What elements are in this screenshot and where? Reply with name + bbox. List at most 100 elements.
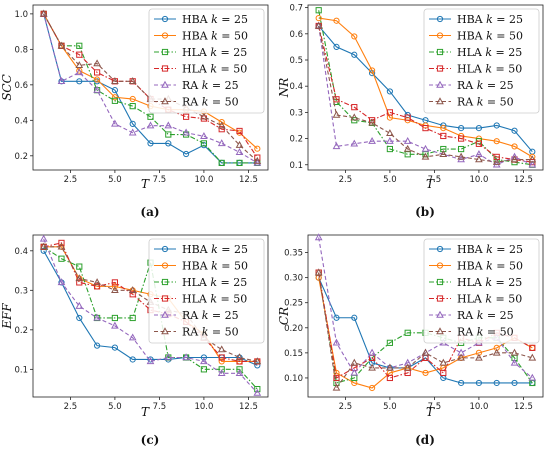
x-tick-label: 10.0 [469,175,488,185]
legend-label: RA k = 50 [457,96,514,109]
legend-value: = 25 [493,13,523,26]
y-tick-label: 0.6 [289,30,303,40]
legend-label: HLA k = 50 [457,293,522,306]
data-point [237,149,243,154]
data-point [77,264,82,269]
legend-label: RA k = 25 [457,309,514,322]
data-point [459,146,464,151]
y-axis-label: SCC [0,74,14,101]
legend-label: HBA k = 25 [457,13,523,26]
panel-b: 2.5 5.0 7.5 10.0 12.5 0.1 0.2 0.3 0.4 0.5 0.6 0.7 T N… [277,4,543,219]
legend-method: HLA [457,293,485,306]
x-tick-label: 12.5 [514,175,533,185]
legend-value: = 50 [217,63,247,76]
legend-method: HBA [182,30,211,43]
legend-label: HLA k = 25 [457,276,522,289]
legend-value: = 50 [483,96,513,109]
x-tick-label: 7.5 [153,402,167,412]
data-point [201,133,207,138]
legend-value: = 50 [218,260,248,273]
legend-method: HLA [457,46,485,59]
y-axis-label: EFF [0,303,14,330]
y-tick-label: 1.0 [14,10,28,20]
panel-label: (a) [140,205,159,219]
x-tick-label: 5.0 [383,175,397,185]
y-tick-label: 0.1 [14,365,28,375]
x-axis-label: T [426,177,435,191]
legend-method: HLA [457,63,485,76]
legend-label: HBA k = 50 [182,260,248,273]
data-point [219,140,225,145]
legend-value: = 25 [218,243,248,256]
legend-method: HLA [182,63,210,76]
legend-label: RA k = 50 [182,96,239,109]
y-tick-label: 0.8 [14,45,28,55]
legend-method: RA [182,309,202,322]
legend-method: RA [182,96,202,109]
legend-label: RA k = 50 [457,326,514,339]
data-point [405,152,410,157]
x-axis-label: T [141,177,150,191]
legend-value: = 50 [493,30,523,43]
legend-value: = 25 [493,243,523,256]
legend-method: RA [182,326,202,339]
legend-method: HLA [457,276,485,289]
x-tick-label: 7.5 [153,175,167,185]
legend-value: = 50 [208,326,238,339]
legend-method: RA [457,309,477,322]
legend-label: HBA k = 50 [457,260,523,273]
y-tick-label: 0.1 [289,161,303,171]
legend-method: HBA [182,243,211,256]
legend-label: HBA k = 50 [182,30,248,43]
y-tick-label: 0.2 [14,326,28,336]
legend-label: HLA k = 50 [182,293,247,306]
y-tick-label: 0.6 [14,81,28,91]
legend-method: RA [457,96,477,109]
x-axis-label: T [141,405,150,419]
legend-method: HBA [457,243,486,256]
y-tick-label: 0.2 [14,152,28,162]
legend-method: HBA [457,260,486,273]
panel-d: 2.5 5.0 7.5 10.0 12.5 0.10 0.15 0.20 0.25 0.30 0.3… [277,234,543,447]
legend-value: = 25 [483,309,513,322]
legend-value: = 25 [217,276,247,289]
y-axis-label: NR [277,78,291,99]
y-tick-label: 0.35 [284,249,303,259]
x-tick-label: 2.5 [339,175,353,185]
legend-value: = 50 [483,326,513,339]
x-tick-label: 12.5 [239,402,258,412]
legend-label: HLA k = 25 [457,46,522,59]
x-tick-label: 12.5 [239,175,258,185]
panel-label: (c) [141,433,160,447]
legend-label: HLA k = 25 [182,276,247,289]
legend-label: RA k = 25 [182,309,239,322]
legend-value: = 25 [218,13,248,26]
legend-value: = 50 [493,260,523,273]
x-tick-label: 10.0 [469,402,488,412]
y-axis-label: CR [277,307,291,325]
legend-method: HBA [457,13,486,26]
legend-value: = 50 [208,96,238,109]
legend-value: = 50 [217,293,247,306]
legend-value: = 25 [217,46,247,59]
y-tick-label: 0.10 [284,374,303,384]
legend-method: RA [457,79,477,92]
legend: HBA k = 25 HBA k = 50 HLA k = 25 HLA k = 50… [424,239,539,343]
legend-label: HBA k = 25 [457,243,523,256]
y-tick-label: 0.15 [284,349,303,359]
y-tick-label: 0.3 [289,108,303,118]
y-tick-label: 0.4 [14,247,28,257]
panel-label: (d) [415,433,435,447]
legend: HBA k = 25 HBA k = 50 HLA k = 25 HLA k = 50… [149,239,264,343]
y-tick-label: 0.2 [289,135,303,145]
y-tick-label: 0.5 [289,56,303,66]
legend-method: HBA [457,30,486,43]
legend-label: HBA k = 50 [457,30,523,43]
legend-label: RA k = 25 [182,79,239,92]
x-tick-label: 5.0 [383,402,397,412]
data-point [219,346,225,351]
legend-method: HLA [182,293,210,306]
legend-label: HBA k = 25 [182,243,248,256]
legend-value: = 25 [492,46,522,59]
